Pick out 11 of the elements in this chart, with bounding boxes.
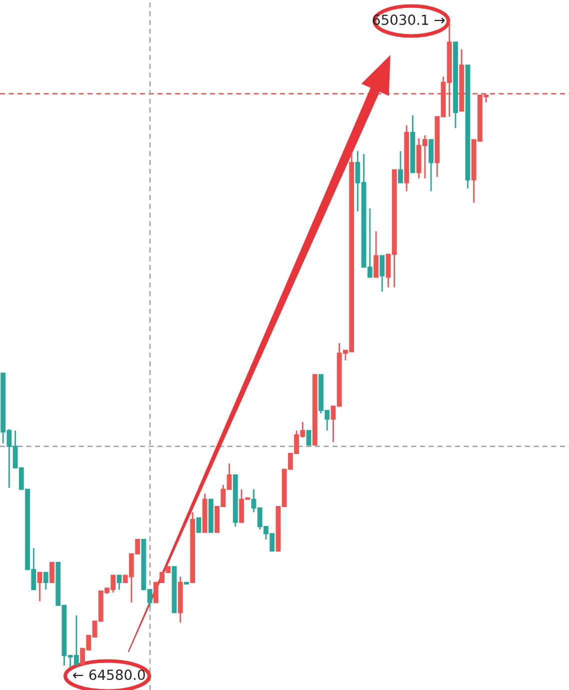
candlestick (43, 572, 48, 590)
text: ← 64580.0 (72, 670, 145, 680)
candlestick (116, 574, 122, 590)
candlestick (196, 517, 202, 533)
candlestick (398, 150, 403, 184)
candlestick (374, 230, 378, 278)
candlestick (50, 562, 54, 584)
candlestick (37, 572, 42, 602)
candlestick (306, 430, 312, 446)
candlestick (380, 255, 385, 292)
candlestick (428, 138, 434, 192)
